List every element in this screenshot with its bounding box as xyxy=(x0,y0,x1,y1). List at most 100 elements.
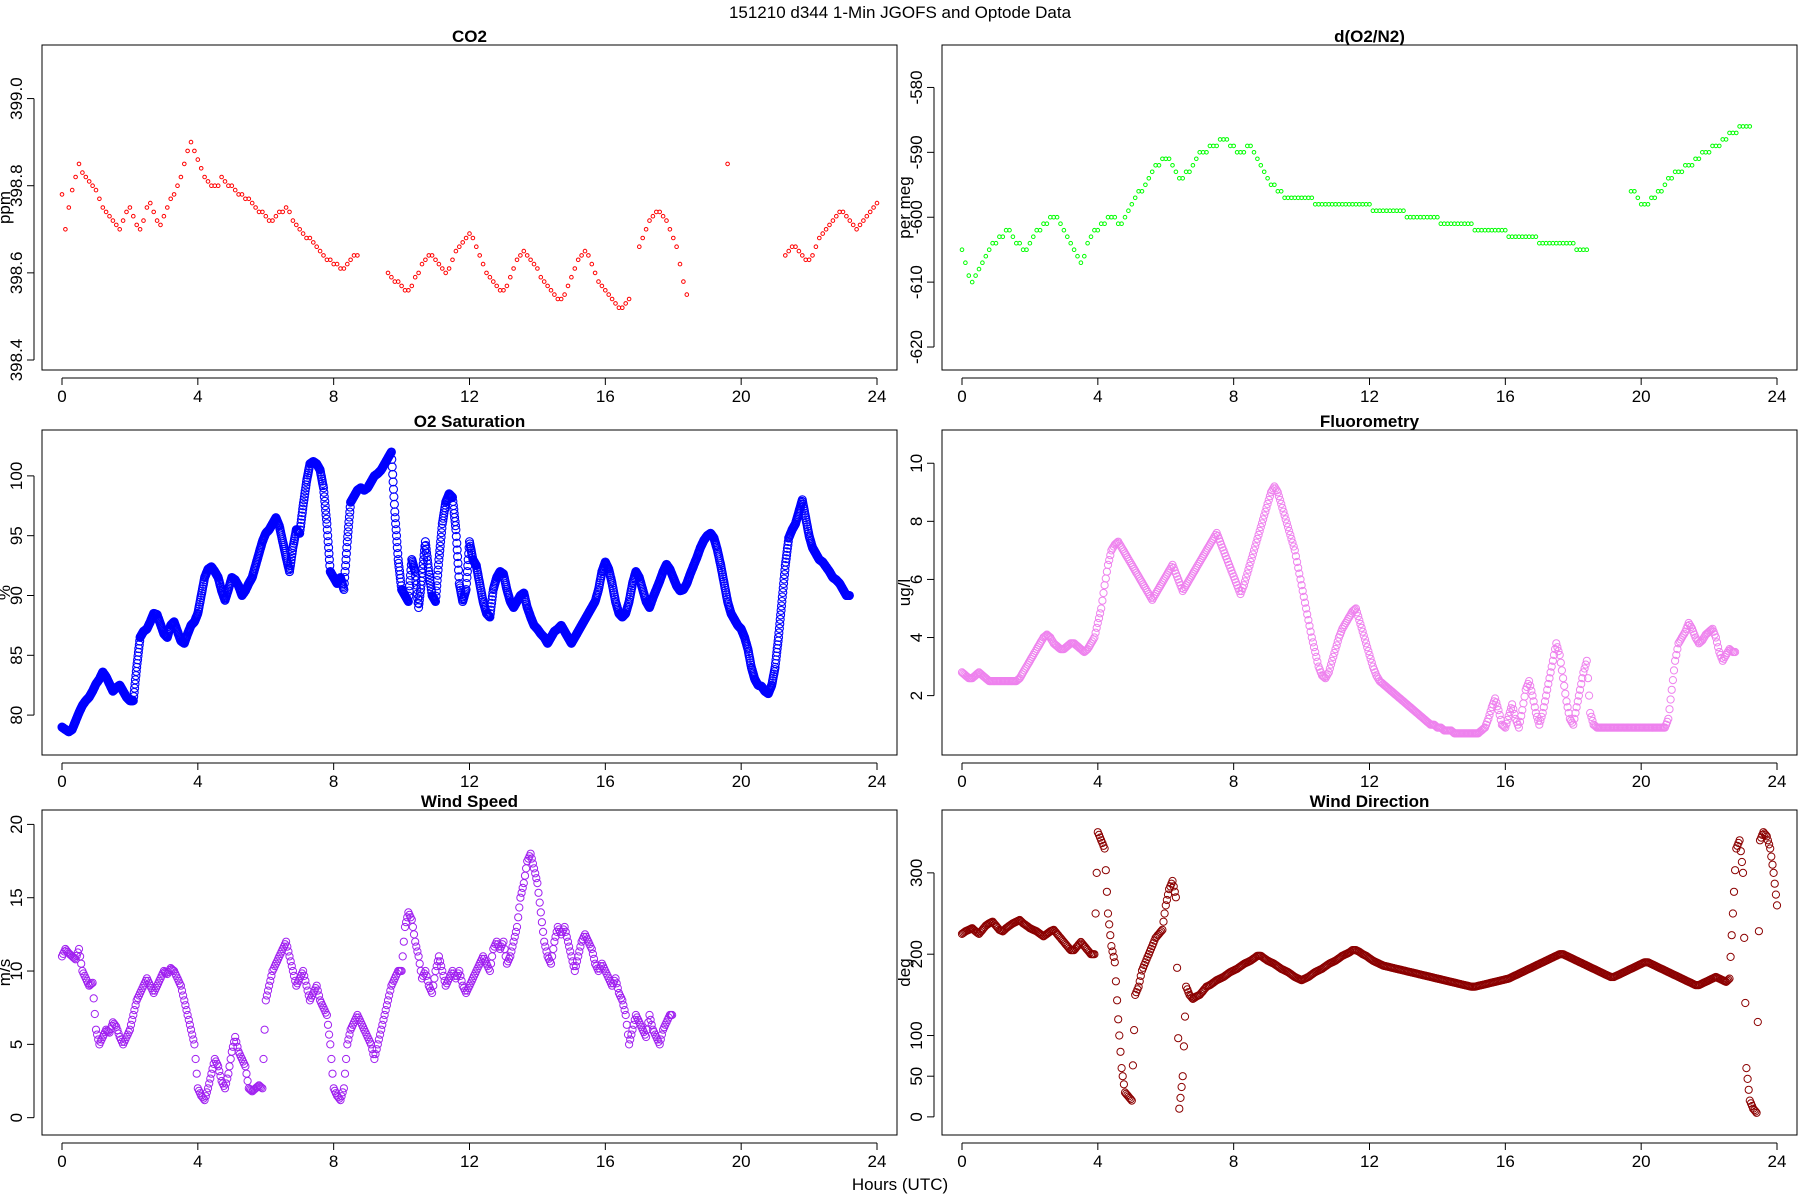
wdir-data-point xyxy=(1125,1093,1134,1103)
wspd-data-point xyxy=(560,922,569,932)
wspd-data-point xyxy=(379,1015,388,1025)
fluor-data-point xyxy=(1570,714,1579,724)
fluor-data-point xyxy=(1583,674,1593,683)
wspd-data-point xyxy=(380,1010,389,1020)
do2n2-data-point xyxy=(1054,214,1060,220)
o2sat-data-point xyxy=(461,584,471,595)
wspd-data-point xyxy=(340,1069,350,1078)
co2-data-point xyxy=(813,244,819,249)
co2-data-point xyxy=(117,227,122,232)
wspd-title: Wind Speed xyxy=(421,792,518,811)
fluor-data-point xyxy=(1520,692,1529,701)
wspd-data-point xyxy=(515,903,524,912)
wdir-data-point xyxy=(1127,1096,1136,1105)
co2-data-point xyxy=(263,213,269,219)
o2sat-data-point xyxy=(453,552,463,562)
wspd-data-point xyxy=(256,1082,265,1091)
co2-panel: CO2 ppm 0 4 8 12 16 20 24 398.4 398.6 398.8 399.0 xyxy=(0,27,898,406)
fluor-data-point xyxy=(1527,686,1536,695)
o2sat-data-point xyxy=(295,528,305,538)
fluor-data-point xyxy=(1536,716,1545,725)
wdir-data-point xyxy=(1737,857,1747,867)
do2n2-data-point xyxy=(1173,169,1179,175)
fluor-data-point xyxy=(1360,635,1370,644)
o2sat-data-point xyxy=(342,537,352,547)
o2sat-data-point xyxy=(389,499,399,509)
co2-data-point xyxy=(609,296,615,302)
wdir-data-point xyxy=(1134,982,1143,991)
wdir-points xyxy=(957,828,1782,1117)
fluor-x-tick-label: 20 xyxy=(1632,772,1651,791)
wspd-data-point xyxy=(342,1054,351,1064)
fluor-x-tick-label: 4 xyxy=(1093,772,1102,791)
wspd-data-point xyxy=(216,1072,225,1081)
co2-data-point xyxy=(144,205,150,210)
fluor-data-point xyxy=(1264,495,1273,505)
o2sat-data-point xyxy=(426,581,436,592)
wspd-data-point xyxy=(411,937,420,946)
co2-title: CO2 xyxy=(452,27,487,46)
co2-data-point xyxy=(260,209,265,215)
do2n2-data-point xyxy=(1734,130,1739,136)
co2-data-point xyxy=(552,292,557,297)
fluor-data-point xyxy=(1668,676,1678,685)
wspd-data-point xyxy=(563,937,573,946)
wdir-ylabel: deg xyxy=(895,958,914,986)
co2-data-point xyxy=(861,218,866,223)
fluor-x-tick-label: 8 xyxy=(1229,772,1238,791)
wdir-data-point xyxy=(1038,931,1047,940)
do2n2-data-point xyxy=(1717,143,1722,149)
o2sat-data-point xyxy=(434,555,444,565)
do2n2-data-point xyxy=(1132,195,1138,201)
fluor-data-point xyxy=(1329,652,1338,662)
co2-data-point xyxy=(97,196,102,202)
do2n2-data-point xyxy=(1061,227,1067,233)
fluor-data-point xyxy=(1331,645,1340,654)
co2-data-point xyxy=(76,161,82,167)
wspd-data-point xyxy=(371,1050,380,1059)
fluor-data-point xyxy=(1714,643,1723,652)
wspd-data-point xyxy=(312,981,321,990)
wspd-data-point xyxy=(647,1020,656,1029)
co2-data-point xyxy=(725,161,730,167)
wspd-data-point xyxy=(511,927,521,937)
fluor-data-point xyxy=(1573,697,1582,706)
co2-data-point xyxy=(395,279,401,284)
co2-data-point xyxy=(579,253,584,258)
wdir-data-point xyxy=(1180,1012,1190,1021)
o2sat-data-point xyxy=(779,570,790,580)
wspd-data-point xyxy=(440,976,449,985)
co2-data-point xyxy=(521,248,527,254)
wdir-data-point xyxy=(1116,1047,1125,1056)
fluor-data-point xyxy=(1252,538,1261,547)
fluor-data-point xyxy=(1326,660,1336,669)
wdir-data-point xyxy=(1729,887,1739,896)
co2-data-point xyxy=(586,253,591,258)
do2n2-data-point xyxy=(1078,260,1084,266)
wspd-data-point xyxy=(328,1069,337,1078)
do2n2-data-point xyxy=(993,240,999,246)
do2n2-data-point xyxy=(963,260,968,266)
wspd-x-tick-label: 12 xyxy=(460,1152,479,1171)
co2-data-point xyxy=(175,183,180,188)
wspd-data-point xyxy=(326,1040,335,1049)
wspd-data-point xyxy=(506,952,515,961)
wspd-data-point xyxy=(176,981,185,990)
fluor-data-point xyxy=(1484,714,1493,724)
wspd-data-point xyxy=(111,1021,120,1030)
co2-data-point xyxy=(847,218,853,223)
fluor-data-point xyxy=(1257,519,1267,528)
o2sat-x-tick-label: 12 xyxy=(460,772,479,791)
co2-data-point xyxy=(827,222,832,228)
fluor-data-point xyxy=(1366,654,1375,663)
wspd-data-point xyxy=(189,1035,198,1044)
co2-data-point xyxy=(684,292,690,297)
wspd-data-point xyxy=(519,879,528,888)
co2-x-tick-label: 8 xyxy=(329,387,338,406)
wspd-data-point xyxy=(522,864,531,873)
wdir-data-point xyxy=(1157,927,1166,936)
o2sat-data-point xyxy=(452,545,462,555)
fluor-data-point xyxy=(1525,677,1534,686)
wdir-data-point xyxy=(1177,1082,1186,1092)
o2sat-data-point xyxy=(485,612,495,622)
